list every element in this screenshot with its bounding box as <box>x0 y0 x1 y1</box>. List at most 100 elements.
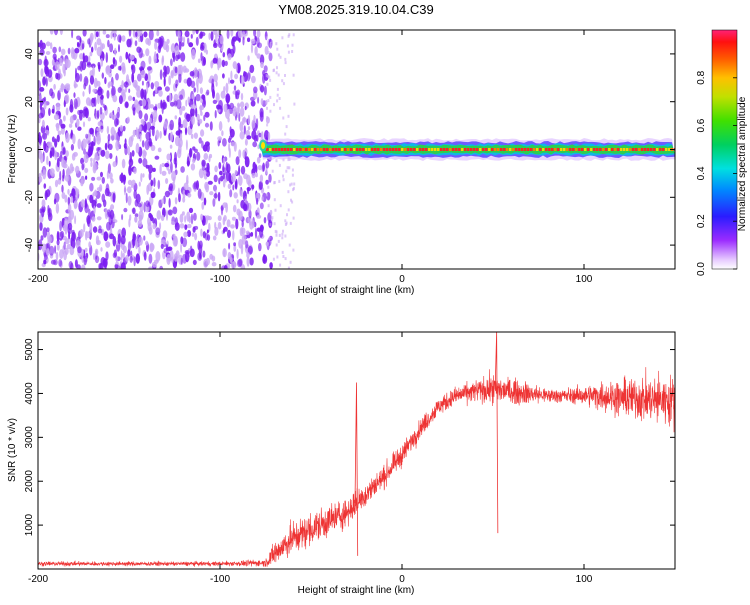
spectrogram-signal-core <box>395 148 398 151</box>
spectrogram-faint-cell <box>277 239 280 243</box>
spectrogram-noise-cell <box>227 229 231 239</box>
spectrogram-noise-cell <box>111 86 116 97</box>
spectrogram-signal-core <box>614 148 617 151</box>
spectrogram-faint-cell <box>293 182 296 186</box>
spectrogram-noise-cell <box>192 158 196 164</box>
spectrogram-signal-core <box>644 148 647 151</box>
spectrogram-signal-core <box>521 148 524 151</box>
spectrogram-noise-cell <box>186 156 190 167</box>
spectrogram-noise-cell <box>42 132 48 140</box>
spectrogram-noise-cell <box>58 46 62 53</box>
spectrogram-noise-cell <box>165 178 169 184</box>
spectrogram-signal-core <box>305 148 308 151</box>
spectrogram-noise-cell <box>77 246 82 254</box>
spectrogram-noise-cell <box>57 90 61 101</box>
spectrogram-noise-cell <box>103 231 109 242</box>
spectrogram-noise-cell <box>265 99 268 106</box>
spectrogram-noise-cell <box>132 233 137 242</box>
spectrogram-noise-cell <box>154 155 160 160</box>
spectrogram-noise-cell <box>129 38 132 48</box>
spectrogram-signal-core <box>440 148 443 151</box>
spectrogram-noise-cell <box>203 114 206 122</box>
spectrogram-noise-cell <box>226 170 230 182</box>
spectrogram-faint-cell <box>285 125 288 129</box>
spectrogram-noise-cell <box>82 30 87 37</box>
spectrogram-noise-cell <box>190 133 194 139</box>
spectrogram-noise-cell <box>127 186 132 194</box>
spectrogram-noise-cell <box>160 40 163 47</box>
spectrogram-noise-cell <box>247 187 250 195</box>
spectrogram-noise-cell <box>40 235 44 241</box>
spectrogram-faint-cell <box>287 34 290 38</box>
spectrogram-noise-cell <box>214 110 217 119</box>
spectrogram-signal-core <box>383 148 386 151</box>
spectrogram-noise-cell <box>227 183 232 190</box>
spectrogram-noise-cell <box>172 236 178 247</box>
spectrogram-noise-cell <box>138 181 141 187</box>
spectrogram-noise-cell <box>81 43 85 50</box>
spectrogram-signal-core <box>473 148 476 151</box>
spectrogram-signal-onset-core <box>261 142 266 149</box>
spectrogram-noise-cell <box>265 179 269 185</box>
spectrogram-noise-cell <box>204 111 210 118</box>
spectrogram-noise-cell <box>100 149 106 157</box>
spectrogram-noise-cell <box>200 44 205 51</box>
spectrogram-signal-core <box>485 148 488 151</box>
spectrogram-noise-cell <box>246 252 250 259</box>
spectrogram-noise-cell <box>53 114 60 121</box>
spectrogram-noise-cell <box>42 76 46 86</box>
spectrogram-noise-cell <box>209 121 213 131</box>
spectrogram-faint-cell <box>275 230 278 234</box>
spectrogram-noise-cell <box>140 60 146 70</box>
spectrogram-noise-cell <box>104 77 107 85</box>
spectrogram-noise-cell <box>218 121 223 131</box>
spectrogram-noise-cell <box>89 222 93 234</box>
spectrogram-noise-cell <box>100 95 104 106</box>
spectrogram-noise-cell <box>180 242 183 253</box>
spectrogram-noise-cell <box>217 215 222 222</box>
spectrogram-faint-cell <box>278 179 281 183</box>
spectrogram-faint-cell <box>281 232 284 236</box>
spectrogram-noise-cell <box>54 179 59 188</box>
spectrogram-noise-cell <box>105 34 110 39</box>
spectrogram-noise-cell <box>217 60 220 71</box>
snr-panel: -200 -100 0 100 1000 2000 3000 4000 5000 Height… <box>7 331 676 596</box>
spectrogram-noise-cell <box>59 57 63 67</box>
spectrogram-noise-cell <box>42 227 48 238</box>
spectrogram-noise-cell <box>240 75 245 85</box>
spectrogram-signal-core <box>659 148 662 151</box>
spectrogram-signal-core <box>479 148 482 151</box>
spectrogram-noise-cell <box>229 257 233 262</box>
spectrogram-noise-cell <box>184 250 190 255</box>
spectrogram-faint-cell <box>267 185 270 189</box>
spectrogram-noise-cell <box>155 227 161 236</box>
spectrogram-signal-core <box>602 148 605 151</box>
spectrogram-noise-cell <box>166 153 171 161</box>
spectrogram-noise-cell <box>60 48 66 56</box>
spectrogram-noise-cell <box>143 235 146 241</box>
spectrogram-noise-cell <box>161 198 164 204</box>
spectrogram-faint-cell <box>284 61 287 65</box>
spectrogram-noise-cell <box>56 157 60 168</box>
spectrogram-noise-cell <box>197 58 201 64</box>
spectrogram-noise-cell <box>233 85 237 91</box>
spectrogram-signal-core <box>320 148 323 151</box>
spectrogram-signal-core <box>575 148 578 151</box>
spectrogram-noise-cell <box>196 77 199 88</box>
spectrogram-signal-core <box>434 148 437 151</box>
spectrogram-noise-cell <box>94 41 97 51</box>
spectrogram-noise-cell <box>260 61 264 69</box>
spectrogram-noise-cell <box>136 128 140 140</box>
spectrogram-noise-cell <box>63 218 68 230</box>
spectrogram-noise-cell <box>74 215 77 225</box>
x-tick-label: 100 <box>576 274 593 285</box>
y-tick-label: 3000 <box>24 426 35 449</box>
spectrogram-noise-cell <box>154 81 160 88</box>
spectrogram-faint-cell <box>291 173 294 177</box>
spectrogram-noise-cell <box>111 134 115 141</box>
spectrogram-faint-cell <box>286 166 289 170</box>
spectrogram-signal-core <box>422 148 425 151</box>
spectrogram-noise-cell <box>143 31 148 38</box>
spectrogram-noise-cell <box>128 88 131 94</box>
spectrogram-noise-cell <box>232 204 237 213</box>
